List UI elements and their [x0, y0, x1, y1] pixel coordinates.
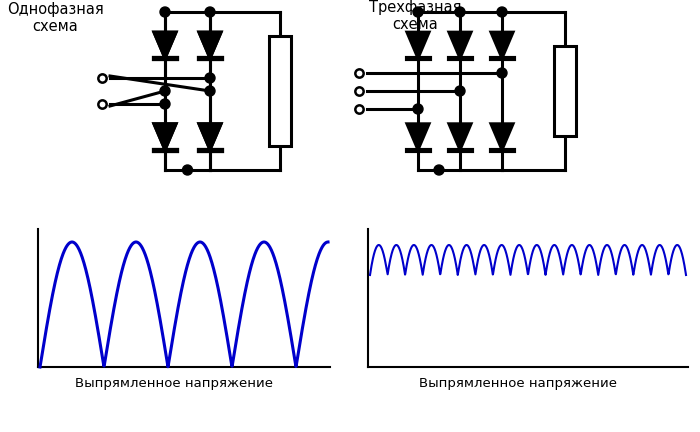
Circle shape — [205, 7, 215, 17]
Circle shape — [205, 73, 215, 83]
Polygon shape — [407, 124, 429, 150]
Circle shape — [413, 104, 423, 114]
Circle shape — [455, 7, 465, 17]
Circle shape — [160, 86, 170, 96]
Circle shape — [183, 165, 193, 175]
Polygon shape — [199, 124, 221, 150]
Polygon shape — [449, 32, 471, 58]
Circle shape — [205, 86, 215, 96]
Polygon shape — [491, 124, 513, 150]
Polygon shape — [491, 32, 513, 58]
Polygon shape — [407, 32, 429, 58]
Circle shape — [160, 7, 170, 17]
Polygon shape — [199, 32, 221, 58]
Circle shape — [497, 7, 507, 17]
Polygon shape — [154, 124, 176, 150]
Bar — [269, 36, 291, 146]
Circle shape — [434, 165, 444, 175]
Polygon shape — [154, 32, 176, 58]
Text: Выпрямленное напряжение: Выпрямленное напряжение — [75, 377, 273, 390]
Circle shape — [455, 86, 465, 96]
Circle shape — [497, 68, 507, 78]
Polygon shape — [449, 124, 471, 150]
Polygon shape — [154, 32, 176, 58]
Polygon shape — [154, 124, 176, 150]
Text: Однофазная
схема: Однофазная схема — [6, 2, 104, 35]
Bar — [554, 46, 576, 136]
Polygon shape — [199, 124, 221, 150]
Polygon shape — [199, 32, 221, 58]
Circle shape — [413, 7, 423, 17]
Text: Выпрямленное напряжение: Выпрямленное напряжение — [419, 377, 617, 390]
Text: Трехфазная
схема: Трехфазная схема — [369, 0, 461, 32]
Circle shape — [160, 99, 170, 109]
